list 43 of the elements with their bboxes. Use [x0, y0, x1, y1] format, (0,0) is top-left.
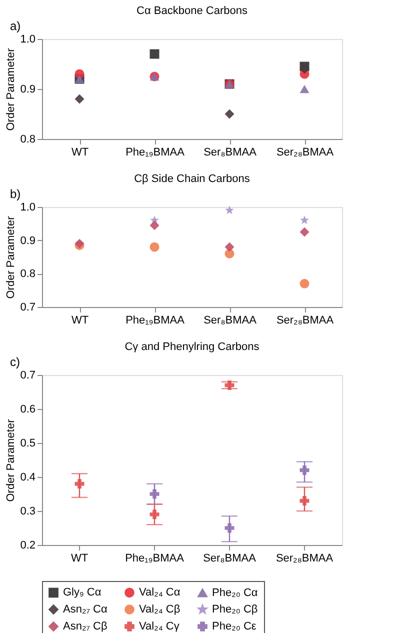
legend-label: Asn₂₇ Cα — [63, 604, 108, 616]
chart-title: Cβ Side Chain Carbons — [134, 173, 250, 185]
y-tick-label: 0.4 — [20, 472, 36, 484]
x-tick-label: WT — [71, 146, 89, 158]
x-tick-label: Ser₂₈BMAA — [276, 314, 334, 326]
x-tick-label: Ser₈BMAA — [204, 314, 258, 326]
y-tick-label: 0.6 — [20, 404, 36, 416]
x-tick-label: WT — [70, 552, 88, 564]
y-tick-label: 1.0 — [20, 34, 36, 46]
legend-label: Val₂₄ Cβ — [139, 604, 180, 616]
x-tick-label: Ser₈BMAA — [204, 146, 258, 158]
legend-label: Phe₂₀ Cα — [212, 586, 258, 599]
y-tick-label: 0.8 — [20, 268, 36, 280]
legend-label: Val₂₄ Cα — [139, 586, 181, 599]
chart-title: Cα Backbone Carbons — [136, 5, 248, 17]
legend-label: Phe₂₀ Cβ — [212, 604, 258, 616]
x-tick-label: Ser₂₈BMAA — [276, 552, 334, 564]
text: c) — [10, 355, 20, 369]
x-tick-label: Phe₁₉BMAA — [126, 314, 186, 326]
x-tick-label: Ser₈BMAA — [203, 552, 257, 564]
y-axis-title: Order Parameter — [5, 48, 18, 131]
text: a) — [10, 19, 21, 33]
y-tick-label: 0.7 — [20, 370, 36, 382]
y-axis-title: Order Parameter — [5, 216, 18, 299]
y-tick-label: 0.7 — [20, 302, 36, 314]
x-tick-label: Phe₁₉BMAA — [126, 146, 186, 158]
legend-label: Asn₂₇ Cβ — [63, 620, 108, 632]
chart-title: Cγ and Phenylring Carbons — [124, 341, 260, 353]
text: b) — [10, 187, 21, 201]
x-tick-label: WT — [71, 314, 89, 326]
y-tick-label: 1.0 — [20, 202, 36, 214]
x-tick-label: Ser₂₈BMAA — [276, 146, 334, 158]
y-tick-label: 0.9 — [20, 234, 36, 247]
x-tick-label: Phe₁₉BMAA — [125, 552, 185, 564]
legend-label: Val₂₄ Cγ — [139, 620, 180, 632]
legend-label: Phe₂₀ Cε — [212, 620, 256, 632]
y-tick-label: 0.2 — [20, 540, 36, 552]
y-tick-label: 0.8 — [20, 134, 36, 146]
y-tick-label: 0.5 — [20, 438, 36, 450]
y-tick-label: 0.9 — [20, 84, 36, 96]
legend-label: Gly₉ Cα — [63, 586, 102, 599]
y-axis-title: Order Parameter — [5, 418, 18, 502]
y-tick-label: 0.3 — [20, 506, 36, 518]
